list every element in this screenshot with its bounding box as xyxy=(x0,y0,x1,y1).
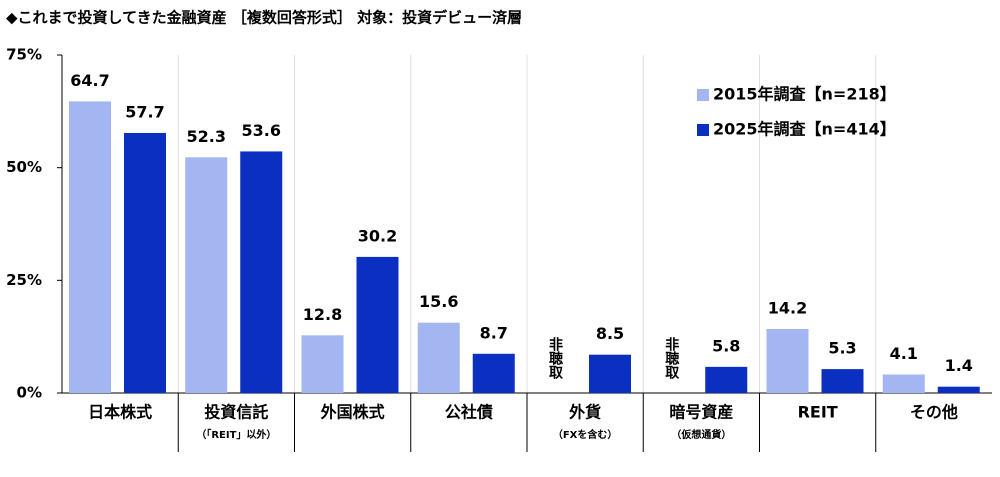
bar xyxy=(417,322,460,393)
x-tick-label: 日本株式 xyxy=(88,403,152,422)
bar xyxy=(472,353,515,393)
x-tick-label: REIT xyxy=(798,403,838,422)
bar xyxy=(69,101,111,393)
value-label: 1.4 xyxy=(945,356,973,375)
legend-swatch xyxy=(697,89,709,101)
chart-title: ◆これまで投資してきた金融資産 ［複数回答形式］ 対象：投資デビュー済層 xyxy=(6,9,522,27)
value-label: 8.7 xyxy=(480,323,508,342)
legend-label: 2025年調査【n=414】 xyxy=(713,120,896,139)
x-tick-label: 外貨 xyxy=(568,403,601,422)
y-tick-label: 25% xyxy=(6,271,42,289)
value-label: 非聴取 xyxy=(547,336,563,380)
value-label: 15.6 xyxy=(419,292,458,311)
value-label: 57.7 xyxy=(125,102,164,121)
legend-label: 2015年調査【n=218】 xyxy=(713,85,896,104)
value-label: 5.8 xyxy=(712,336,740,355)
x-tick-label: その他 xyxy=(910,403,958,422)
x-tick-note: （FXを含む） xyxy=(553,428,618,441)
bar xyxy=(766,329,809,393)
y-tick-label: 75% xyxy=(6,46,42,64)
x-tick-label: 暗号資産 xyxy=(669,403,733,422)
y-tick-label: 0% xyxy=(17,384,42,402)
value-label: 8.5 xyxy=(596,324,624,343)
bar xyxy=(356,256,399,393)
x-tick-label: 公社債 xyxy=(445,403,493,422)
bar xyxy=(705,366,748,393)
bar xyxy=(937,386,980,393)
bar xyxy=(124,132,166,393)
x-tick-note: （「REIT」以外） xyxy=(196,428,276,441)
value-label: 64.7 xyxy=(70,71,109,90)
value-label: 4.1 xyxy=(890,344,918,363)
bar xyxy=(821,369,864,393)
value-label: 14.2 xyxy=(768,299,807,318)
y-tick-label: 50% xyxy=(6,158,42,176)
value-label: 12.8 xyxy=(303,305,342,324)
bar xyxy=(301,335,344,393)
value-label: 53.6 xyxy=(242,121,281,140)
value-label: 30.2 xyxy=(358,226,397,245)
x-tick-note: （仮想通貨） xyxy=(671,428,731,441)
legend-swatch xyxy=(697,124,709,136)
value-label: 5.3 xyxy=(828,339,856,358)
x-tick-label: 投資信託 xyxy=(204,403,268,422)
bar xyxy=(185,157,228,393)
bar xyxy=(240,151,283,393)
value-label: 52.3 xyxy=(187,127,226,146)
x-tick-label: 外国株式 xyxy=(320,403,385,422)
bar xyxy=(882,374,925,393)
value-label: 非聴取 xyxy=(663,336,679,380)
bar xyxy=(589,354,631,393)
